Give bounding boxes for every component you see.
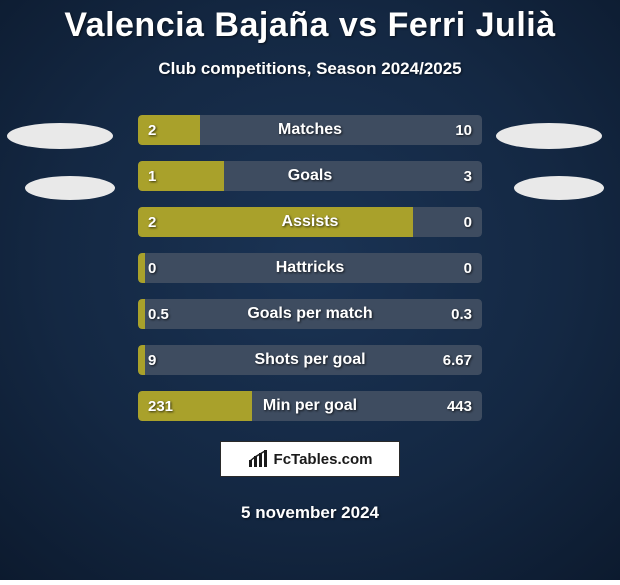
date-label: 5 november 2024 — [0, 503, 620, 523]
stat-label: Matches — [138, 115, 482, 145]
player-silhouette-3 — [496, 123, 602, 149]
logo-text: FcTables.com — [274, 451, 373, 468]
bar-chart-icon — [248, 450, 268, 468]
stats-panel: 210Matches 13Goals 20Assists 00Hattricks 0.5… — [138, 115, 482, 421]
stat-row: 20Assists — [138, 207, 482, 237]
stat-row: 00Hattricks — [138, 253, 482, 283]
player-silhouette-1 — [7, 123, 113, 149]
stat-label: Min per goal — [138, 391, 482, 421]
page-title: Valencia Bajaña vs Ferri Julià — [0, 0, 620, 45]
stat-label: Shots per goal — [138, 345, 482, 375]
player-silhouette-4 — [514, 176, 604, 200]
stat-row: 13Goals — [138, 161, 482, 191]
stat-label: Hattricks — [138, 253, 482, 283]
stat-row: 231443Min per goal — [138, 391, 482, 421]
stat-row: 0.50.3Goals per match — [138, 299, 482, 329]
site-logo[interactable]: FcTables.com — [220, 441, 400, 477]
player-silhouette-2 — [25, 176, 115, 200]
stat-label: Assists — [138, 207, 482, 237]
stat-label: Goals — [138, 161, 482, 191]
stat-label: Goals per match — [138, 299, 482, 329]
stat-row: 96.67Shots per goal — [138, 345, 482, 375]
stat-row: 210Matches — [138, 115, 482, 145]
subtitle: Club competitions, Season 2024/2025 — [0, 59, 620, 79]
